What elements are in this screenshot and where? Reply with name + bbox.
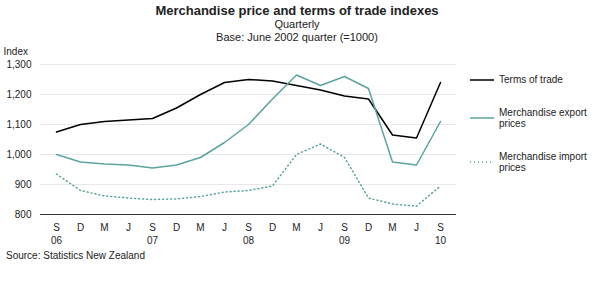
svg-text:09: 09: [339, 235, 351, 246]
svg-text:1,100: 1,100: [6, 119, 31, 130]
svg-text:06: 06: [51, 235, 63, 246]
svg-text:J: J: [126, 222, 131, 233]
svg-text:S: S: [437, 222, 444, 233]
html-text:Source: Statistics New Zealand: Source: Statistics New Zealand: [6, 250, 145, 261]
svg-text:08: 08: [243, 235, 255, 246]
svg-text:J: J: [222, 222, 227, 233]
svg-text:10: 10: [435, 235, 447, 246]
svg-text:Index: Index: [4, 46, 28, 57]
svg-text:1,200: 1,200: [6, 89, 31, 100]
html-text:Base: June 2002 quarter (=1000: Base: June 2002 quarter (=1000): [216, 31, 378, 43]
svg-text:J: J: [318, 222, 323, 233]
svg-text:M: M: [292, 222, 300, 233]
svg-text:800: 800: [15, 209, 32, 220]
svg-text:1,300: 1,300: [6, 59, 31, 70]
html-text:Quarterly: Quarterly: [274, 18, 320, 30]
svg-text:S: S: [245, 222, 252, 233]
svg-text:07: 07: [147, 235, 159, 246]
svg-text:J: J: [414, 222, 419, 233]
svg-text:D: D: [77, 222, 84, 233]
svg-text:M: M: [196, 222, 204, 233]
html-text:Merchandise import prices: Merchandise import prices: [499, 151, 587, 173]
svg-text:900: 900: [15, 179, 32, 190]
svg-text:M: M: [100, 222, 108, 233]
svg-text:M: M: [388, 222, 396, 233]
svg-text:D: D: [269, 222, 276, 233]
svg-text:S: S: [149, 222, 156, 233]
svg-text:1,000: 1,000: [6, 149, 31, 160]
html-text:Merchandise export prices: Merchandise export prices: [499, 107, 587, 129]
svg-text:D: D: [365, 222, 372, 233]
svg-text:D: D: [173, 222, 180, 233]
html-text:Merchandise price and terms of: Merchandise price and terms of trade ind…: [155, 3, 439, 18]
svg-text:S: S: [341, 222, 348, 233]
html-text:Terms of trade: Terms of trade: [499, 74, 563, 85]
svg-text:S: S: [53, 222, 60, 233]
